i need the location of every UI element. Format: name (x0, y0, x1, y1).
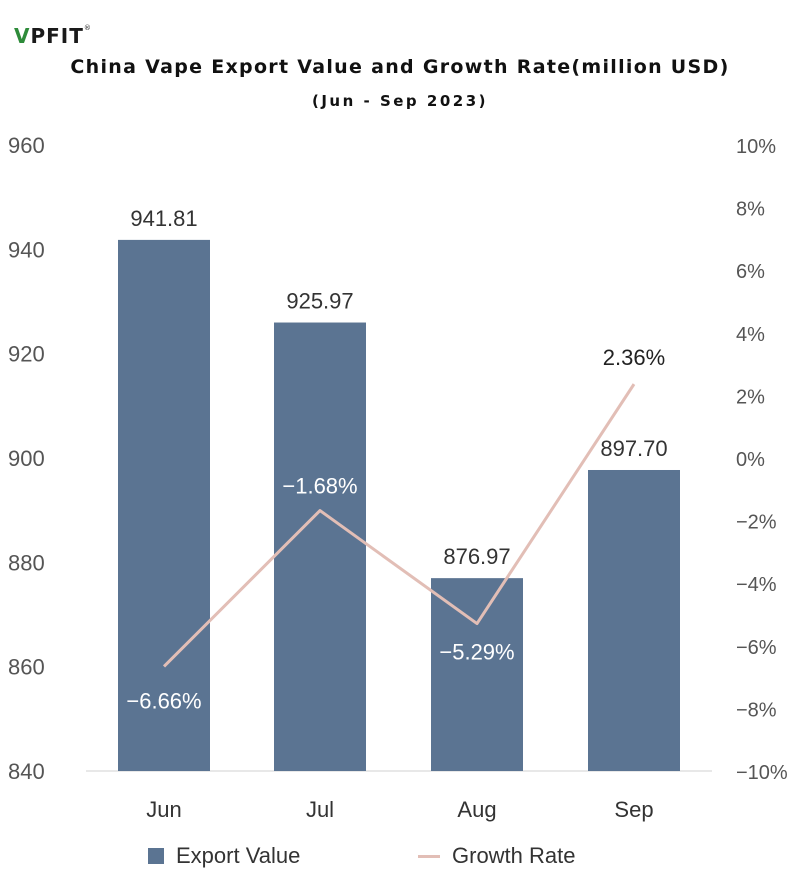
y2-tick-label: 0% (736, 449, 765, 471)
y-tick-label: 940 (8, 237, 45, 262)
bar-export-value (118, 239, 210, 771)
y-tick-label: 960 (8, 133, 45, 158)
y2-tick-label: −10% (736, 762, 788, 784)
bar-value-label: 941.81 (130, 206, 197, 231)
logo: VPFIT® (14, 24, 92, 48)
bar-export-value (274, 322, 366, 771)
chart-subtitle: (Jun - Sep 2023) (311, 92, 488, 110)
y2-tick-label: −2% (736, 512, 777, 534)
y2-tick-label: 2% (736, 386, 765, 408)
bar-value-label: 876.97 (443, 544, 510, 569)
legend-growth-rate: Growth Rate (418, 843, 576, 869)
x-tick-label: Aug (457, 797, 496, 822)
chart-title: China Vape Export Value and Growth Rate(… (70, 56, 730, 78)
legend-bar-swatch (148, 848, 164, 864)
y-tick-label: 900 (8, 446, 45, 471)
legend-export-value: Export Value (148, 843, 300, 869)
legend-line-swatch (418, 854, 440, 858)
growth-rate-label: −5.29% (439, 640, 514, 665)
x-tick-label: Jun (146, 797, 181, 822)
y2-tick-label: 10% (736, 136, 776, 158)
y-tick-label: 880 (8, 550, 45, 575)
bar-export-value (588, 469, 680, 771)
growth-rate-label: −6.66% (126, 688, 201, 713)
growth-rate-label: 2.36% (603, 345, 665, 370)
y2-tick-label: 8% (736, 199, 765, 221)
y2-tick-label: 6% (736, 261, 765, 283)
bar-value-label: 897.70 (600, 436, 667, 461)
y-tick-label: 860 (8, 655, 45, 680)
growth-rate-line (162, 383, 636, 668)
y-tick-label: 920 (8, 342, 45, 367)
y2-tick-label: −4% (736, 574, 777, 596)
logo-text: PFIT (30, 24, 84, 48)
x-tick-label: Sep (614, 797, 653, 822)
legend-growth-rate-label: Growth Rate (452, 843, 576, 868)
logo-mark-icon: V (14, 24, 31, 48)
growth-rate-label: −1.68% (282, 474, 357, 499)
x-tick-label: Jul (306, 797, 334, 822)
y2-tick-label: −6% (736, 637, 777, 659)
y-tick-label: 840 (8, 759, 45, 784)
bar-export-value (431, 578, 523, 771)
bar-value-label: 925.97 (286, 289, 353, 314)
y2-tick-label: 4% (736, 324, 765, 346)
legend-export-value-label: Export Value (176, 843, 301, 868)
registered-mark: ® (83, 24, 92, 32)
y2-tick-label: −8% (736, 699, 777, 721)
